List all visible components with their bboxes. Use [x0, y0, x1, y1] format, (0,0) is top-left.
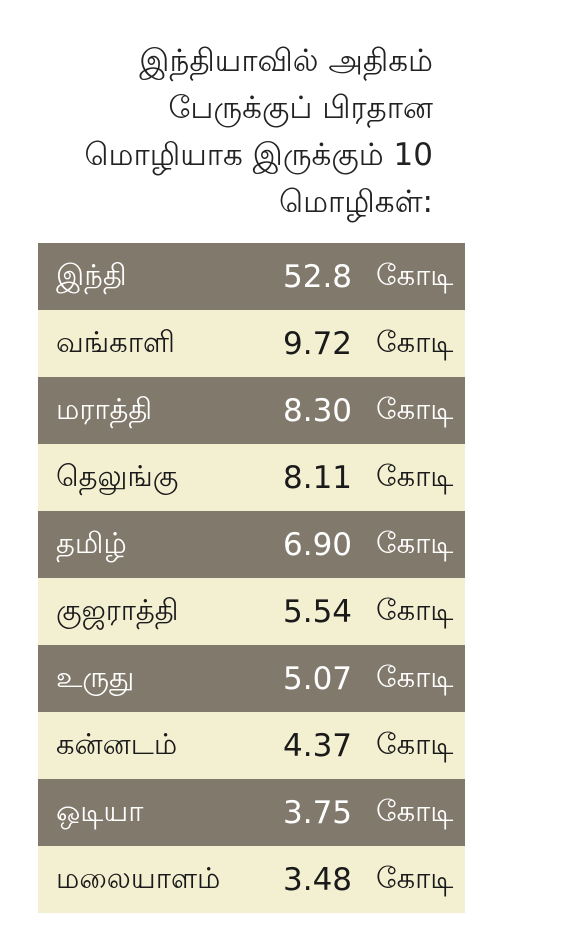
title-line-2: பேருக்குப் பிரதான [168, 90, 433, 126]
speaker-value: 9.72 [283, 325, 353, 362]
language-label: தெலுங்கு [56, 458, 179, 493]
table-row: உருது 5.07 கோடி [38, 645, 465, 712]
speaker-value: 3.48 [283, 861, 353, 898]
language-label: தமிழ் [56, 525, 127, 560]
language-label: குஜராத்தி [56, 592, 179, 627]
speaker-value: 6.90 [283, 526, 353, 563]
title-line-4: மொழிகள்: [278, 184, 433, 220]
table-row: கன்னடம் 4.37 கோடி [38, 712, 465, 779]
table-row: தெலுங்கு 8.11 கோடி [38, 444, 465, 511]
table-row: தமிழ் 6.90 கோடி [38, 511, 465, 578]
unit-label: கோடி [376, 659, 454, 694]
unit-label: கோடி [376, 726, 454, 761]
title-line-1: இந்தியாவில் அதிகம் [139, 43, 433, 79]
speaker-value: 5.54 [283, 593, 353, 630]
unit-label: கோடி [376, 592, 454, 627]
speaker-value: 8.30 [283, 392, 353, 429]
speaker-value: 52.8 [283, 258, 353, 295]
chart-title: இந்தியாவில் அதிகம் பேருக்குப் பிரதான மொழ… [33, 38, 433, 226]
language-label: ஒடியா [56, 793, 144, 828]
table-row: குஜராத்தி 5.54 கோடி [38, 578, 465, 645]
table-row: ஒடியா 3.75 கோடி [38, 779, 465, 846]
language-label: உருது [56, 659, 135, 694]
unit-label: கோடி [376, 324, 454, 359]
unit-label: கோடி [376, 257, 454, 292]
language-label: மராத்தி [56, 391, 153, 426]
language-table: இந்தி 52.8 கோடி வங்காளி 9.72 கோடி மராத்த… [38, 243, 465, 913]
unit-label: கோடி [376, 391, 454, 426]
table-row: மலையாளம் 3.48 கோடி [38, 846, 465, 913]
unit-label: கோடி [376, 525, 454, 560]
unit-label: கோடி [376, 860, 454, 895]
speaker-value: 5.07 [283, 660, 353, 697]
unit-label: கோடி [376, 793, 454, 828]
language-label: மலையாளம் [56, 860, 221, 895]
language-label: வங்காளி [56, 324, 175, 359]
unit-label: கோடி [376, 458, 454, 493]
table-row: வங்காளி 9.72 கோடி [38, 310, 465, 377]
language-label: இந்தி [56, 257, 127, 292]
speaker-value: 8.11 [283, 459, 353, 496]
title-line-3: மொழியாக இருக்கும் 10 [84, 137, 433, 173]
speaker-value: 3.75 [283, 794, 353, 831]
table-row: இந்தி 52.8 கோடி [38, 243, 465, 310]
language-label: கன்னடம் [56, 726, 178, 761]
table-row: மராத்தி 8.30 கோடி [38, 377, 465, 444]
speaker-value: 4.37 [283, 727, 353, 764]
